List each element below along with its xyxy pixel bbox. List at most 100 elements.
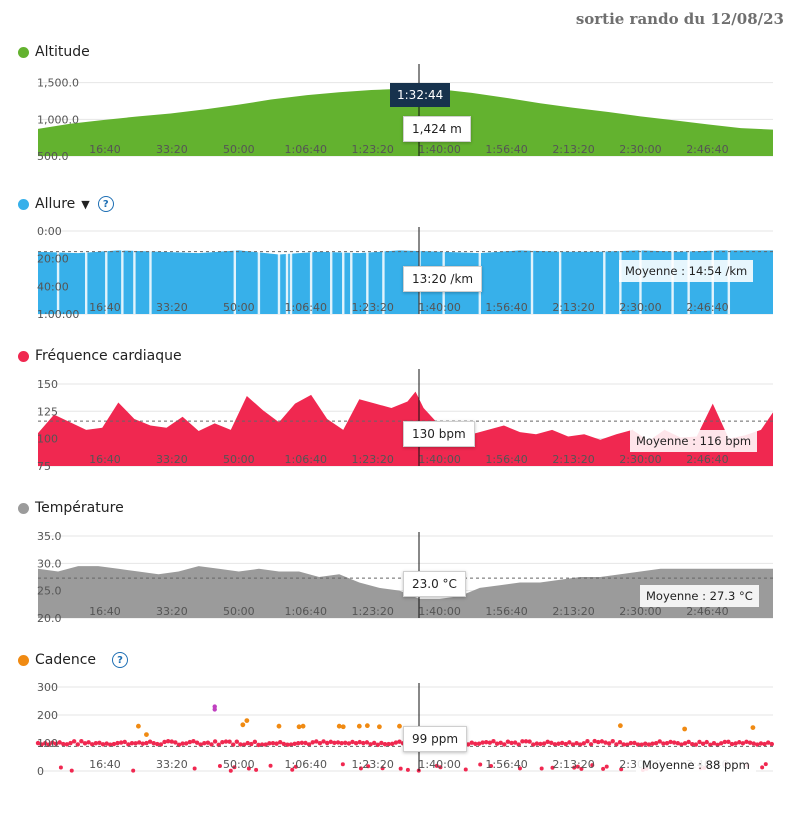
cadence-point (765, 740, 771, 745)
cadence-chart[interactable]: 0 100 200 300 16:40 33:20 50:00 1:06:40 1:23:20 1… (0, 648, 800, 778)
cadence-point (646, 742, 652, 747)
cadence-point (585, 738, 590, 744)
pace-gap (277, 245, 281, 314)
cadence-point (228, 768, 233, 773)
cadence-point (697, 739, 702, 745)
cadence-point (169, 739, 174, 744)
cadence-point (288, 742, 294, 747)
fc-title[interactable]: Fréquence cardiaque (35, 348, 182, 364)
y-tick-label: 75 (37, 460, 51, 472)
cadence-point (212, 739, 218, 744)
cadence-point (35, 740, 41, 746)
cadence-point (588, 742, 594, 747)
cadence-title[interactable]: Cadence (35, 652, 97, 668)
pace-gap (121, 245, 124, 314)
allure-chart[interactable]: 0:00 20:00 40:00 1:00:00 16:40 33:20 50:00 1:06… (0, 192, 800, 320)
cadence-point (346, 741, 352, 746)
x-tick-label: 1:23:20 (351, 143, 393, 156)
x-tick-label: 16:40 (89, 453, 121, 466)
cadence-point (202, 740, 207, 746)
x-tick-label: 1:40:00 (418, 453, 460, 466)
pace-gap (56, 245, 60, 314)
temp-panel: Température 20.0 25.0 30.0 35.0 16:40 33:20 50… (0, 496, 800, 624)
cadence-point (192, 766, 197, 771)
cadence-point (104, 741, 109, 746)
cadence-point (502, 742, 507, 747)
cadence-point (693, 742, 699, 747)
cadence-point (357, 739, 362, 745)
temp-average-label: Moyenne : 27.3 °C (640, 585, 759, 607)
cadence-point (572, 765, 577, 770)
dropdown-caret-icon[interactable]: ▼ (81, 197, 90, 211)
y-tick-label: 200 (37, 709, 58, 722)
cadence-point (79, 739, 84, 744)
x-tick-label: 1:23:20 (351, 301, 393, 314)
cadence-point (489, 764, 494, 769)
altitude-title[interactable]: Altitude (35, 44, 90, 60)
cadence-point (604, 764, 609, 769)
cadence-point (371, 740, 377, 746)
fc-chart[interactable]: 75 100 125 150 16:40 33:20 50:00 1:06:40 1:23:20… (0, 344, 800, 472)
temp-chart[interactable]: 20.0 25.0 30.0 35.0 16:40 33:20 50:00 1:06:40 1:… (0, 496, 800, 624)
x-tick-label: 2:30:00 (619, 301, 661, 314)
pace-gap (350, 245, 353, 314)
cadence-high-point (682, 726, 688, 732)
x-tick-label: 50:00 (223, 301, 255, 314)
cadence-high-point (276, 723, 282, 729)
cadence-point (191, 739, 196, 744)
cadence-point (277, 739, 283, 745)
allure-title[interactable]: Allure (35, 196, 76, 212)
cadence-high-point (144, 732, 149, 737)
cadence-point (227, 739, 232, 744)
x-tick-label: 33:20 (156, 301, 188, 314)
cadence-point (339, 741, 344, 746)
cadence-point (249, 741, 254, 747)
cadence-point (340, 762, 345, 767)
cadence-legend-dot (18, 654, 29, 666)
cadence-point (230, 742, 236, 747)
cadence-point (606, 741, 612, 746)
cadence-point (682, 741, 688, 746)
cadence-high-point (244, 718, 250, 723)
cadence-point (267, 741, 272, 746)
cadence-point (97, 740, 102, 746)
cadence-point (718, 741, 724, 746)
cadence-point (118, 740, 124, 745)
cadence-point (758, 741, 764, 746)
cadence-point (122, 739, 127, 745)
cadence-point (180, 741, 185, 746)
cadence-point (111, 741, 117, 747)
cadence-point (90, 742, 95, 747)
y-tick-label: 20.0 (37, 612, 62, 624)
cadence-point (361, 740, 366, 746)
x-tick-label: 1:40:00 (418, 143, 460, 156)
x-tick-label: 2:46:40 (686, 453, 728, 466)
y-tick-label: 20:00 (37, 253, 69, 266)
help-icon[interactable]: ? (97, 196, 114, 212)
cadence-point (621, 742, 626, 747)
cadence-point (268, 763, 273, 768)
cadence-point (737, 740, 742, 745)
cadence-point (517, 766, 522, 771)
cadence-point (469, 740, 474, 745)
allure-tooltip: 13:20 /km (403, 266, 483, 292)
cadence-point (263, 742, 268, 747)
cadence-point (86, 740, 91, 745)
cadence-average-label: Moyenne : 88 ppm (636, 754, 756, 776)
cadence-point (353, 741, 359, 746)
cadence-point (238, 742, 243, 747)
y-tick-label: 1,500.0 (37, 77, 79, 90)
temp-area (38, 566, 773, 618)
x-tick-label: 1:06:40 (285, 605, 327, 618)
cadence-point (234, 739, 240, 744)
cadence-point (358, 766, 363, 771)
cadence-point (46, 742, 52, 747)
cadence-point (690, 741, 695, 747)
cadence-point (285, 742, 290, 747)
help-icon[interactable]: ? (112, 652, 129, 668)
x-tick-label: 2:30:00 (619, 605, 661, 618)
cadence-point (740, 741, 746, 746)
x-tick-label: 2:30:00 (619, 453, 661, 466)
temp-title[interactable]: Température (35, 500, 124, 516)
cadence-point (126, 742, 131, 747)
